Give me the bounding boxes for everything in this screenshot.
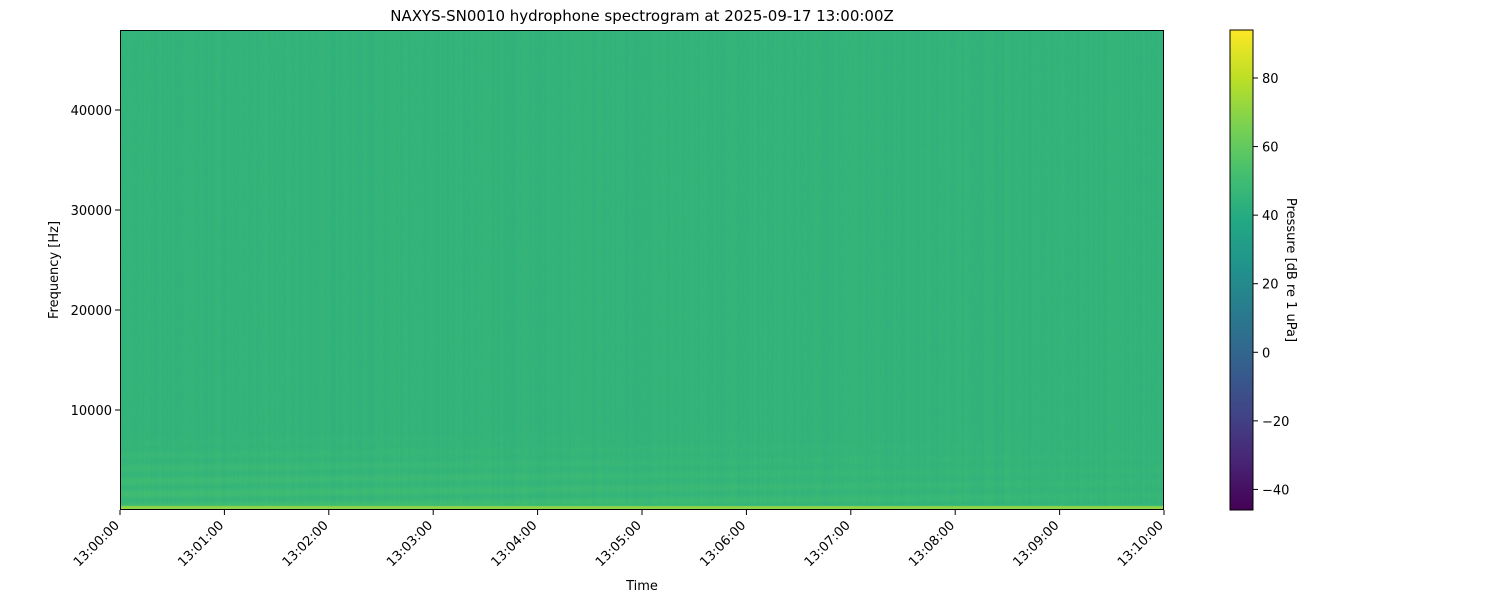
x-tick-label: 13:06:00 <box>697 518 749 570</box>
colorbar-label: Pressure [dB re 1 uPa] <box>1283 198 1298 342</box>
colorbar-tick-label: 60 <box>1262 141 1279 156</box>
x-tick-label: 13:00:00 <box>71 518 123 570</box>
x-tick-label: 13:03:00 <box>384 518 436 570</box>
spectrogram-heatmap <box>120 30 1164 510</box>
x-tick-label: 13:05:00 <box>593 518 645 570</box>
plot-frame <box>120 30 1164 510</box>
colorbar-tick-label: 40 <box>1262 209 1279 224</box>
x-tick-label: 13:09:00 <box>1011 518 1063 570</box>
colorbar-tick-label: 0 <box>1262 346 1270 361</box>
y-tick-label: 20000 <box>71 304 112 319</box>
x-tick-label: 13:07:00 <box>802 518 854 570</box>
chart-title: NAXYS-SN0010 hydrophone spectrogram at 2… <box>390 7 894 25</box>
colorbar-tick-label: −40 <box>1262 483 1289 498</box>
x-tick-label: 13:01:00 <box>175 518 227 570</box>
x-tick-label: 13:02:00 <box>280 518 332 570</box>
x-tick-label: 13:04:00 <box>489 518 541 570</box>
colorbar-tick-label: 80 <box>1262 72 1279 87</box>
colorbar <box>1229 29 1254 511</box>
colorbar-tick-label: 20 <box>1262 278 1279 293</box>
y-tick-label: 10000 <box>71 404 112 419</box>
x-tick-label: 13:08:00 <box>906 518 958 570</box>
x-tick-label: 13:10:00 <box>1115 518 1167 570</box>
colorbar-tick-label: −20 <box>1262 415 1289 430</box>
y-tick-label: 40000 <box>71 104 112 119</box>
x-axis-label: Time <box>625 579 658 594</box>
y-axis-label: Frequency [Hz] <box>47 221 62 319</box>
y-tick-label: 30000 <box>71 204 112 219</box>
